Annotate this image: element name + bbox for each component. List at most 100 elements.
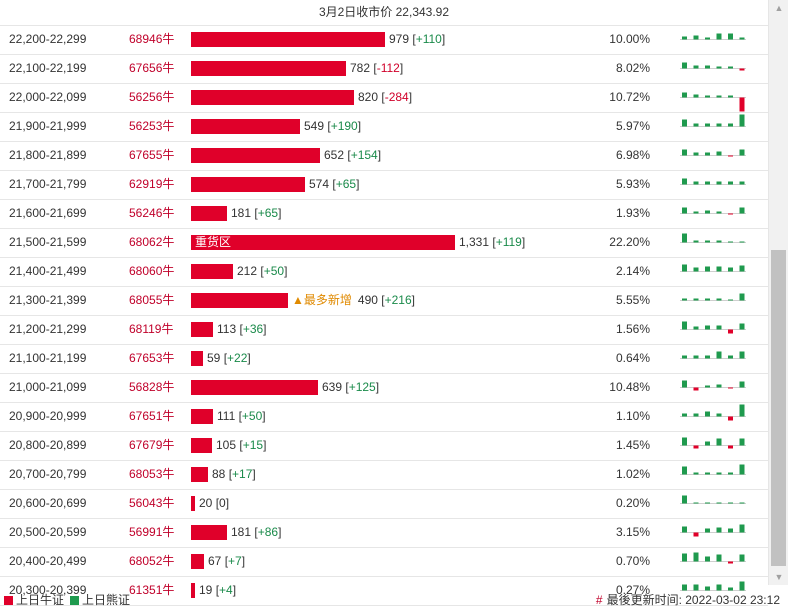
strike-range: 20,600-20,699 xyxy=(9,496,87,510)
sparkline-bar xyxy=(693,298,699,301)
scrollbar-thumb[interactable] xyxy=(771,250,786,566)
sparkline-bar xyxy=(739,502,745,504)
count-value: 1,331 xyxy=(459,235,490,249)
last-updated: # 最後更新时间: 2022-03-02 23:12 xyxy=(596,593,780,607)
strike-range: 22,000-22,099 xyxy=(9,90,87,104)
sparkline-bar xyxy=(705,240,710,243)
table-row: 21,600-21,699 56246牛 181 [+65] 1.93% xyxy=(0,200,768,229)
cbbc-code-link[interactable]: 67679牛 xyxy=(129,438,175,452)
table-row: 20,900-20,999 67651牛 111 [+50] 1.10% xyxy=(0,403,768,432)
cbbc-code-link[interactable]: 56256牛 xyxy=(129,90,175,104)
count-value: 59 xyxy=(207,351,221,365)
sparkline-bar xyxy=(739,241,745,243)
cbbc-code-link[interactable]: 67653牛 xyxy=(129,351,175,365)
scroll-down-icon[interactable]: ▼ xyxy=(774,572,784,582)
sparkline-bar xyxy=(728,213,733,215)
sparkline-bar xyxy=(739,464,745,475)
sparkline-bar xyxy=(716,384,722,388)
sparkline-bar xyxy=(716,123,722,127)
cbbc-code-link[interactable]: 56043牛 xyxy=(129,496,175,510)
sparkline xyxy=(680,374,748,402)
percent-share: 10.72% xyxy=(609,90,650,104)
cbbc-code-link[interactable]: 56828牛 xyxy=(129,380,175,394)
strike-range: 21,600-21,699 xyxy=(9,206,87,220)
close-price-header: 3月2日收市价 22,343.92 xyxy=(0,0,768,26)
strike-range: 20,500-20,599 xyxy=(9,525,87,539)
sparkline-bar xyxy=(693,123,699,127)
count-value: 20 xyxy=(199,496,213,510)
cbbc-code-link[interactable]: 68053牛 xyxy=(129,467,175,481)
cbbc-code-link[interactable]: 68062牛 xyxy=(129,235,175,249)
cbbc-code-link[interactable]: 68946牛 xyxy=(129,32,175,46)
scroll-up-icon[interactable]: ▲ xyxy=(774,3,784,13)
cbbc-code-link[interactable]: 62919牛 xyxy=(129,177,175,191)
count-change: +17 xyxy=(232,467,253,481)
strike-range: 21,000-21,099 xyxy=(9,380,87,394)
sparkline-bar xyxy=(716,240,722,243)
count-info: 19 [+4] xyxy=(199,583,237,597)
cbbc-code-link[interactable]: 68052牛 xyxy=(129,554,175,568)
cbbc-code-link[interactable]: 67656牛 xyxy=(129,61,175,75)
sparkline-bar xyxy=(705,411,710,417)
sparkline-bar xyxy=(728,181,733,185)
sparkline-bar xyxy=(682,178,687,185)
sparkline xyxy=(680,84,748,112)
sparkline-bar xyxy=(693,445,699,449)
count-info: 113 [+36] xyxy=(217,322,267,336)
cbbc-code-link[interactable]: 56246牛 xyxy=(129,206,175,220)
sparkline-bar xyxy=(728,587,733,591)
sparkline-bar xyxy=(728,299,733,301)
vertical-scrollbar[interactable]: ▲ ▼ xyxy=(768,0,788,585)
cbbc-code-link[interactable]: 68119牛 xyxy=(129,322,174,336)
cbbc-code-link[interactable]: 56253牛 xyxy=(129,119,175,133)
sparkline-bar xyxy=(716,298,722,301)
count-value: 782 xyxy=(350,61,371,75)
percent-share: 10.00% xyxy=(609,32,650,46)
sparkline-bar xyxy=(716,472,722,475)
sparkline-bar xyxy=(716,266,722,272)
count-value: 652 xyxy=(324,148,345,162)
count-info: 212 [+50] xyxy=(237,264,288,278)
sparkline-bar xyxy=(728,66,733,69)
count-change: +119 xyxy=(495,235,522,249)
sparkline-bar xyxy=(728,267,733,272)
percent-share: 5.55% xyxy=(615,293,650,307)
percent-share: 3.15% xyxy=(615,525,650,539)
cbbc-code-link[interactable]: 68060牛 xyxy=(129,264,175,278)
sparkline xyxy=(680,26,748,54)
heavy-zone-label: 重货区 xyxy=(195,235,232,249)
table-row: 20,800-20,899 67679牛 105 [+15] 1.45% xyxy=(0,432,768,461)
table-row: 21,400-21,499 68060牛 212 [+50] 2.14% xyxy=(0,258,768,287)
count-change: +110 xyxy=(415,32,442,46)
percent-share: 0.27% xyxy=(615,583,650,597)
sparkline xyxy=(680,229,748,257)
count-value: 105 xyxy=(216,438,237,452)
count-change: +50 xyxy=(241,409,263,423)
count-change: 0 xyxy=(219,496,226,510)
percent-share: 5.97% xyxy=(615,119,650,133)
count-value: 212 xyxy=(237,264,258,278)
sparkline-bar xyxy=(716,554,722,562)
cbbc-code-link[interactable]: 56991牛 xyxy=(129,525,175,539)
sparkline-bar xyxy=(716,95,722,98)
cbbc-code-link[interactable]: 68055牛 xyxy=(129,293,175,307)
sparkline-bar xyxy=(705,95,710,98)
table-row: 22,000-22,099 56256牛 820 [-284] 10.72% xyxy=(0,84,768,113)
sparkline xyxy=(680,287,748,315)
strike-range: 21,900-21,999 xyxy=(9,119,87,133)
percent-share: 22.20% xyxy=(609,235,650,249)
cbbc-code-link[interactable]: 67655牛 xyxy=(129,148,175,162)
count-change: -112 xyxy=(376,61,400,75)
count-value: 181 xyxy=(231,525,252,539)
sparkline-bar xyxy=(739,181,745,185)
sparkline-bar xyxy=(682,355,687,359)
count-info: 181 [+65] xyxy=(231,206,282,220)
sparkline-bar xyxy=(705,210,710,214)
sparkline xyxy=(680,316,748,344)
cbbc-code-link[interactable]: 61351牛 xyxy=(129,583,175,597)
count-info: 782 [-112] xyxy=(350,61,404,75)
cbbc-code-link[interactable]: 67651牛 xyxy=(129,409,175,423)
sparkline-bar xyxy=(739,381,745,388)
sparkline xyxy=(680,200,748,228)
count-info: 105 [+15] xyxy=(216,438,267,452)
